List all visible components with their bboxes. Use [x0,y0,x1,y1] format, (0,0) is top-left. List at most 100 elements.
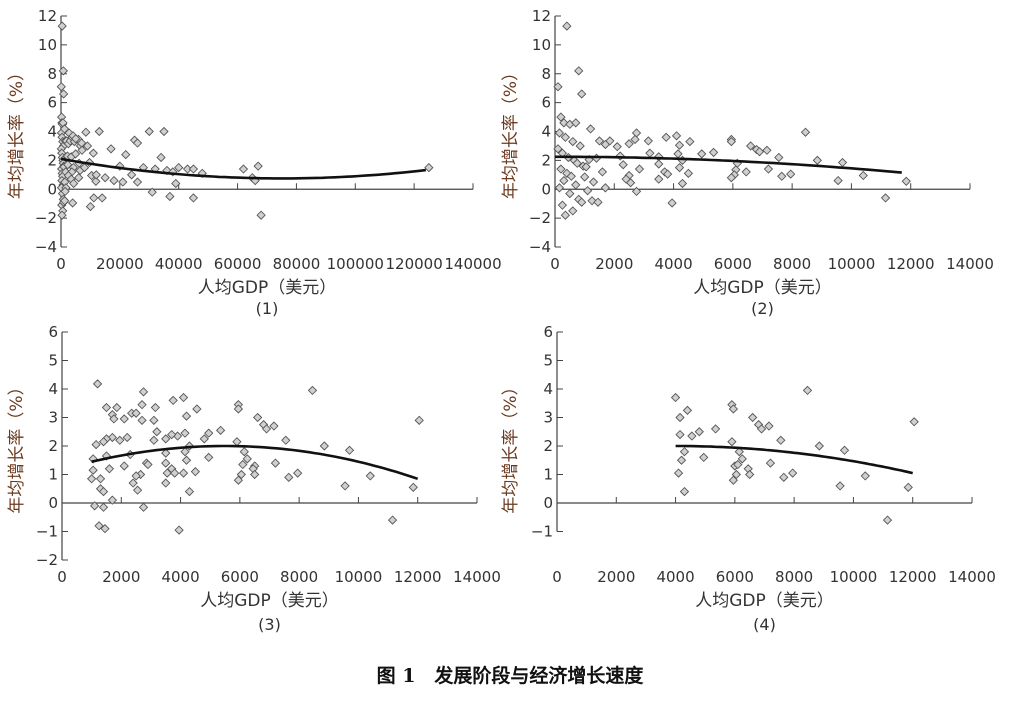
data-point [554,183,565,193]
data-point [746,141,756,151]
data-point [572,158,582,168]
data-point [181,411,192,421]
y-tick-label: 0 [543,494,553,512]
data-point [236,469,246,480]
data-point [788,468,798,478]
x-axis-title: 人均GDP（美元） [693,278,832,298]
data-point [671,131,682,141]
data-point [181,455,192,465]
data-point [180,447,190,457]
data-point [571,180,581,190]
data-point [667,198,677,208]
data-point [630,134,640,145]
data-point [92,379,103,389]
data-point [560,132,571,142]
data-point [726,173,737,183]
data-point [675,429,685,440]
data-point [687,431,697,441]
data-point [727,437,737,447]
data-point [577,197,587,207]
data-point [673,468,684,478]
data-point [414,415,424,425]
data-point [676,455,687,465]
data-point [178,468,189,478]
data-point [71,134,81,144]
data-point [253,412,263,423]
data-point [763,164,774,174]
data-point [261,424,272,434]
data-point [233,475,244,485]
figure-caption: 图 1 发展阶段与经济增长速度 [377,664,645,687]
data-point [697,149,707,159]
y-tick-label: 2 [48,437,58,455]
data-point [284,472,294,482]
data-point [733,459,743,470]
data-point [197,168,207,179]
data-point [624,139,634,149]
data-point [560,210,571,220]
data-point [340,481,350,491]
data-point [97,193,107,203]
data-point [645,148,655,158]
data-point [138,387,149,397]
data-point [85,201,96,212]
data-point [673,149,683,159]
x-tick-label: 10000 [828,255,876,273]
data-point [835,481,845,491]
y-tick-label: 3 [48,409,58,427]
data-point [60,196,70,206]
data-point [174,162,184,173]
data-point [270,458,281,468]
data-point [91,170,101,180]
data-point [91,176,101,186]
x-tick-label: 10000 [830,568,878,586]
y-tick-label: 10 [38,36,57,54]
data-point [674,140,685,150]
x-tick-label: 14000 [946,255,994,273]
data-point [860,471,870,481]
data-point [682,405,693,416]
data-point [79,162,90,173]
y-tick-label: 0 [48,494,58,512]
y-tick-label: 3 [543,409,553,427]
data-point [625,178,636,188]
data-point [745,469,755,480]
data-point [585,124,596,134]
data-point [180,428,190,438]
data-point [126,170,137,180]
x-tick-label: 0 [57,568,67,586]
data-point [557,200,568,210]
data-point [565,188,575,199]
data-point [119,414,129,424]
y-tick-label: 5 [48,352,58,370]
data-point [70,149,81,159]
x-tick-label: 2000 [597,568,635,586]
data-point [98,486,109,497]
x-tick-label: 14000 [453,568,501,586]
x-tick-label: 2000 [102,568,140,586]
data-point [708,147,719,158]
chart-panel-3: −2 −1 0 1 2 3 4 5 6 0 2000 4000 6000 8000 10000 12000 14… [7,323,501,634]
data-point [199,434,209,444]
data-point [57,210,67,220]
x-tick-label: 6000 [221,568,259,586]
data-point [748,412,758,423]
x-tick-label: 100000 [327,255,384,273]
data-point [594,136,605,146]
data-point [56,82,66,92]
x-tick-label: 0 [56,255,66,273]
data-point [204,452,214,463]
data-point [776,435,786,445]
data-point [553,82,563,92]
data-point [654,174,664,184]
data-point [91,439,101,450]
y-tick-label: 1 [543,466,553,484]
y-tick-label: −4 [529,238,551,256]
data-point [131,408,141,418]
data-point [802,385,813,396]
data-point [880,193,891,203]
data-point [159,126,169,137]
data-point [58,66,68,76]
data-point [131,471,141,481]
